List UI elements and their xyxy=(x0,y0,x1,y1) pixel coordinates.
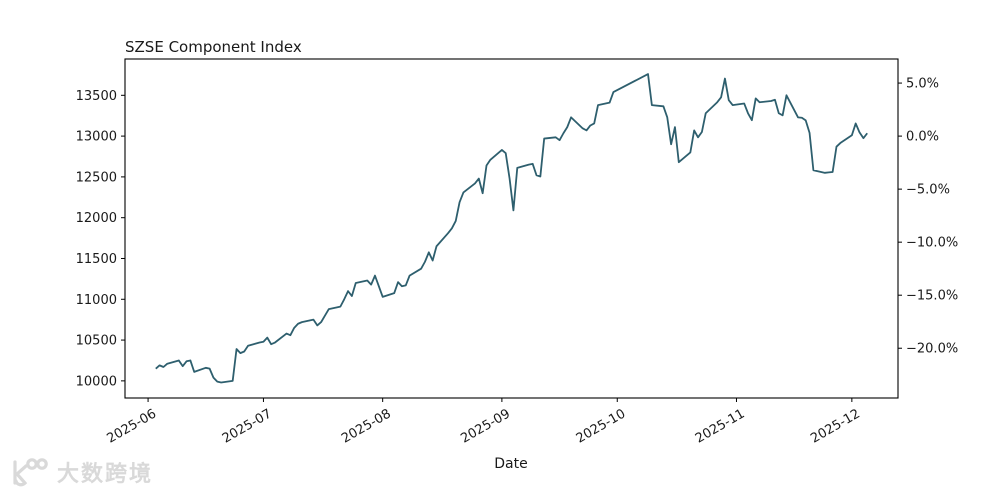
x-tick-label: 2025-11 xyxy=(693,406,748,446)
y-right-tick-label: −5.0% xyxy=(906,183,950,198)
y-left-tick-label: 13500 xyxy=(76,89,117,104)
y-left-tick-label: 10500 xyxy=(76,334,117,349)
watermark-text: 大数跨境 xyxy=(57,462,154,487)
chart-title: SZSE Component Index xyxy=(125,38,302,56)
y-left-tick-label: 12500 xyxy=(76,170,117,185)
y-left-tick-label: 13000 xyxy=(76,130,117,145)
x-tick-label: 2025-08 xyxy=(339,406,394,446)
x-tick-label: 2025-07 xyxy=(220,406,275,446)
x-tick-label: 2025-06 xyxy=(105,406,160,446)
x-tick-label: 2025-10 xyxy=(574,406,629,446)
y-right-tick-label: −10.0% xyxy=(906,236,958,251)
y-right-tick-label: 5.0% xyxy=(906,77,939,92)
plot-area xyxy=(155,73,868,384)
y-right-tick-label: −15.0% xyxy=(906,289,958,304)
x-axis-label: Date xyxy=(494,456,527,472)
x-tick-label: 2025-12 xyxy=(808,406,863,446)
y-left-tick-label: 10000 xyxy=(76,374,117,389)
y-left-tick-label: 12000 xyxy=(76,211,117,226)
y-right-tick-label: −20.0% xyxy=(906,342,958,357)
y-left-tick-label: 11000 xyxy=(76,293,117,308)
axes-spines xyxy=(124,58,899,399)
x-tick-label: 2025-09 xyxy=(458,406,513,446)
y-left-tick-label: 11500 xyxy=(76,252,117,267)
axes: 10000 10500 11000 11500 12000 12500 13000 13500… xyxy=(76,58,958,447)
price-line xyxy=(155,73,868,384)
watermark: 大数跨境 xyxy=(10,456,153,488)
y-right-tick-label: 0.0% xyxy=(906,130,939,145)
watermark-logo-icon xyxy=(13,458,48,487)
